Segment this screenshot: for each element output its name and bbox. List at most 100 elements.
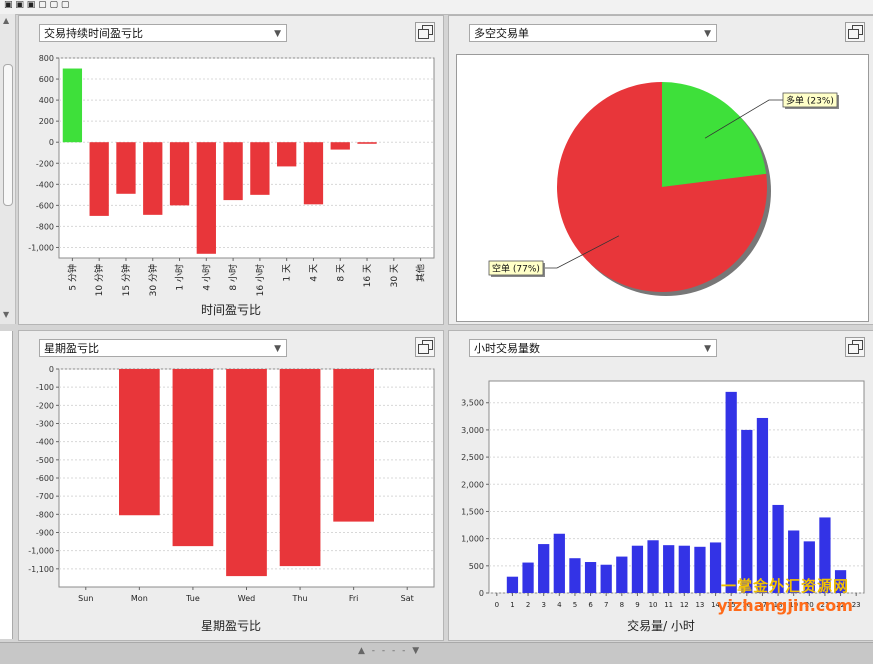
x-tick-label: 16 [742, 601, 751, 609]
y-tick-label: 800 [39, 54, 54, 63]
x-tick-label: Sun [78, 594, 93, 603]
bar [647, 540, 659, 593]
pie-leader-line [704, 99, 783, 139]
y-tick-label: -100 [36, 383, 54, 392]
x-tick-label: Tue [185, 594, 200, 603]
bar [788, 530, 800, 593]
scroll-down-icon[interactable]: ▼ [3, 310, 10, 319]
x-tick-label: 3 [541, 601, 545, 609]
bar [196, 142, 216, 254]
x-tick-label: 2 [526, 601, 530, 609]
y-tick-label: 200 [39, 117, 54, 126]
x-tick-label: 14 [711, 601, 720, 609]
x-tick-label: Thu [292, 594, 308, 603]
y-tick-label: -1,000 [28, 243, 54, 252]
pie-slice [557, 82, 767, 293]
bar [279, 369, 321, 567]
y-tick-label: 400 [39, 96, 54, 105]
bar [663, 545, 675, 593]
bar [330, 142, 350, 150]
bar [584, 562, 597, 593]
bar [303, 142, 324, 205]
maximize-button[interactable] [415, 22, 435, 42]
bar [678, 545, 690, 593]
bar [522, 562, 534, 593]
panel-longshort: 多空交易单 ▼ 多单 (23%) 空单 (77%) [448, 15, 873, 325]
bar [741, 429, 753, 593]
longshort-chart: 多单 (23%) 空单 (77%) [488, 82, 839, 296]
longshort-dropdown[interactable]: 多空交易单 ▼ [469, 24, 717, 42]
bar [600, 564, 612, 593]
panel-hourly: 小时交易量数 ▼ 0 500 1,000 1,500 2,000 2,500 3,000 3,… [448, 330, 873, 641]
x-tick-label: 0 [495, 601, 499, 609]
weekday-chart: 0 -100 -200 -300 -400 -500 -600 -700 -800 -900 -1,… [28, 365, 435, 603]
x-tick-label: 7 [604, 601, 608, 609]
maximize-button[interactable] [845, 337, 865, 357]
x-tick-label: 16 小时 [254, 264, 266, 296]
longshort-plot-area: 多单 (23%) 空单 (77%) [456, 54, 869, 322]
scroll-up-icon[interactable]: ▲ [3, 16, 10, 25]
panel-duration: 交易持续时间盈亏比 ▼ 800 600 400 200 0 -200 -400 -600 -80… [18, 15, 444, 325]
pie-label-box [782, 92, 838, 108]
x-tick-label: 9 [635, 601, 639, 609]
panel-weekday: 星期盈亏比 ▼ 0 -100 -200 -300 -400 -500 -600 -700 -80… [18, 330, 444, 641]
x-tick-label: 8 [620, 601, 624, 609]
bar [119, 369, 160, 516]
maximize-button[interactable] [415, 337, 435, 357]
x-tick-label: 1 天 [283, 264, 293, 282]
longshort-dropdown-label: 多空交易单 [474, 27, 529, 40]
pie-label: 空单 (77%) [492, 263, 540, 275]
bar [819, 517, 831, 593]
bar [223, 142, 243, 201]
duration-dropdown[interactable]: 交易持续时间盈亏比 ▼ [39, 24, 287, 42]
y-tick-label: 3,000 [461, 426, 484, 435]
bottom-splitter[interactable]: ▲ - - - - ▼ [0, 642, 873, 664]
duration-chart: 800 600 400 200 0 -200 -400 -600 -800 -1,000 5 分钟 1… [28, 54, 435, 296]
x-tick-label: 22 [836, 601, 845, 609]
y-tick-label: -700 [36, 492, 54, 501]
bar [709, 542, 722, 593]
y-tick-label: -800 [36, 222, 54, 231]
weekday-dropdown-label: 星期盈亏比 [44, 342, 99, 355]
y-tick-label: -1,000 [28, 547, 54, 556]
x-tick-label: 15 分钟 [120, 264, 132, 296]
y-tick-label: 3,500 [461, 399, 484, 408]
hourly-footer: 交易量/ 小时 [627, 619, 695, 633]
x-tick-label: Sat [401, 594, 414, 603]
x-tick-label: 1 小时 [174, 264, 186, 291]
x-tick-label: 4 天 [309, 264, 319, 282]
bar [756, 417, 769, 593]
weekday-dropdown[interactable]: 星期盈亏比 ▼ [39, 339, 287, 357]
bar [569, 558, 581, 593]
splitter-handle-icon[interactable]: ▲ - - - - ▼ [358, 646, 422, 656]
x-tick-label: 5 [573, 601, 577, 609]
y-tick-label: -200 [36, 159, 54, 168]
x-tick-label: Mon [131, 594, 148, 603]
bar [172, 369, 214, 547]
left-collapsed-panel [0, 331, 13, 639]
left-scrollbar[interactable]: ▲ ▼ [0, 14, 16, 324]
x-tick-label: 5 分钟 [66, 264, 78, 291]
y-tick-label: -1,100 [28, 565, 54, 574]
y-tick-label: -300 [36, 420, 54, 429]
x-tick-label: 17 [758, 601, 767, 609]
y-tick-label: 0 [49, 138, 54, 147]
duration-dropdown-label: 交易持续时间盈亏比 [44, 27, 143, 40]
bar [803, 541, 815, 593]
toolbar-icons[interactable]: ▣ ▣ ▣ ▢ ▢ ▢ [4, 0, 70, 10]
scroll-thumb[interactable] [3, 64, 13, 206]
chevron-down-icon: ▼ [274, 29, 281, 39]
bar [226, 369, 267, 577]
y-tick-label: -500 [36, 456, 54, 465]
x-tick-label: 10 [649, 601, 658, 609]
hourly-dropdown[interactable]: 小时交易量数 ▼ [469, 339, 717, 357]
bar [62, 68, 83, 143]
weekday-footer: 星期盈亏比 [200, 619, 261, 633]
bar [506, 576, 519, 593]
maximize-button[interactable] [845, 22, 865, 42]
y-tick-label: -400 [36, 438, 54, 447]
watermark: 一掌金外汇资源网 yizhangjin.com [700, 575, 870, 615]
pie-label-box [488, 260, 544, 276]
plot-area [58, 57, 435, 259]
